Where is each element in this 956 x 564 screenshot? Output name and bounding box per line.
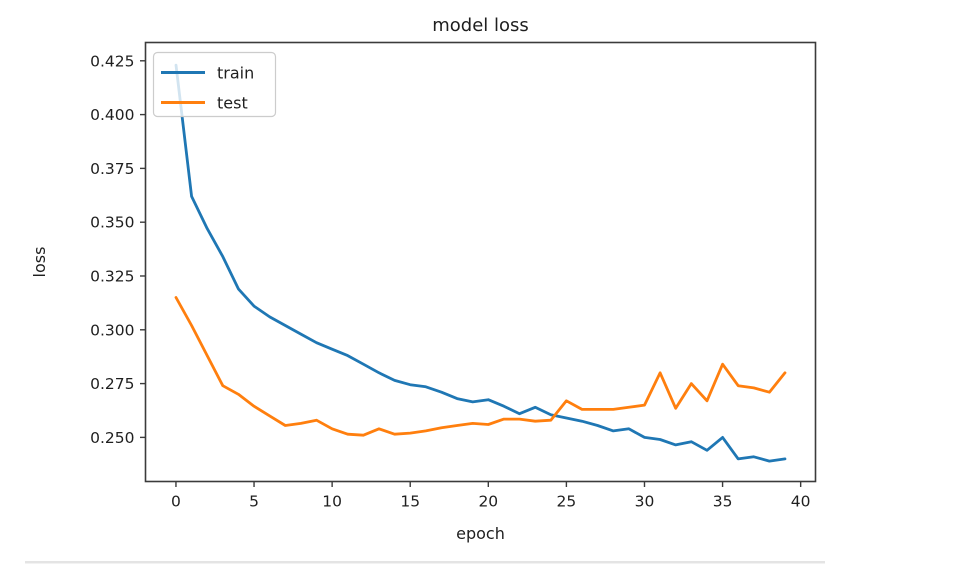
x-tick-label: 5 [249, 493, 259, 511]
x-tick-label: 20 [478, 493, 498, 511]
x-axis-ticks: 0 5 10 15 20 25 30 35 40 [171, 481, 811, 511]
y-tick-label: 0.425 [90, 52, 134, 70]
y-tick-label: 0.350 [90, 214, 134, 232]
x-tick-label: 10 [322, 493, 342, 511]
x-tick-label: 25 [557, 493, 577, 511]
x-tick-label: 30 [635, 493, 655, 511]
axes-spines [144, 41, 817, 483]
x-axis-label: epoch [456, 524, 505, 543]
legend-train-label: train [217, 64, 254, 83]
y-tick-label: 0.400 [90, 106, 134, 124]
x-tick-label: 15 [400, 493, 420, 511]
y-tick-label: 0.250 [90, 429, 134, 447]
y-tick-label: 0.375 [90, 160, 134, 178]
x-tick-label: 35 [713, 493, 733, 511]
legend-test-label: test [217, 94, 248, 113]
y-tick-label: 0.325 [90, 267, 134, 285]
x-tick-label: 0 [171, 493, 181, 511]
chart-title: model loss [432, 15, 529, 36]
test-line [174, 296, 787, 437]
train-line [174, 63, 787, 463]
y-axis-label: loss [30, 247, 49, 278]
y-tick-label: 0.275 [90, 375, 134, 393]
legend: train test [152, 51, 277, 118]
y-axis-ticks: 0.250 0.275 0.300 0.325 0.350 0.375 0.400 0.425 [90, 52, 146, 447]
y-tick-label: 0.300 [90, 321, 134, 339]
legend-box [152, 51, 277, 118]
x-tick-label: 40 [791, 493, 811, 511]
bottom-edge-artifact [25, 561, 825, 564]
